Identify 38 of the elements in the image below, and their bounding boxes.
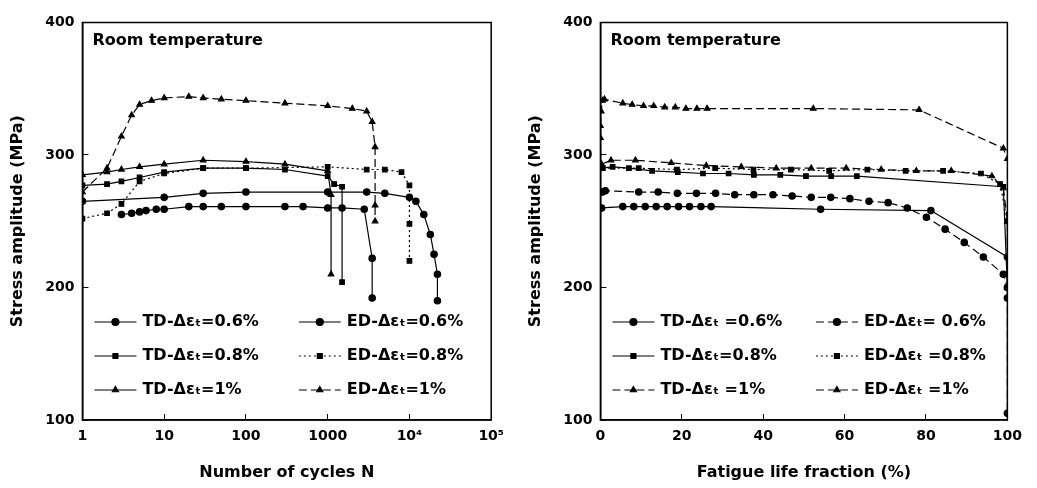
x-tick-label: 10⁵ — [478, 427, 505, 444]
y-tick-label: 400 — [45, 13, 75, 30]
legend-label: ED-Δεₜ=0.8% — [346, 345, 464, 365]
legend-label: ED-Δεₜ= 0.6% — [863, 311, 986, 331]
annotation: Room temperature — [610, 29, 782, 49]
x-tick-label: 1000 — [308, 427, 348, 444]
x-tick-label: 60 — [834, 427, 855, 444]
x-tick-label: 1 — [77, 427, 88, 444]
legend-label: TD-Δεₜ =1% — [660, 379, 766, 399]
x-axis-title: Number of cycles N — [199, 461, 375, 481]
legend-label: ED-Δεₜ=0.6% — [346, 311, 464, 331]
x-tick-label: 10⁴ — [396, 427, 423, 444]
legend-label: TD-Δεₜ=0.6% — [142, 311, 259, 331]
legend-label: TD-Δεₜ =0.6% — [660, 311, 783, 331]
y-tick-label: 200 — [563, 278, 593, 295]
x-tick-label: 0 — [595, 427, 606, 444]
legend-label: TD-Δεₜ=0.8% — [142, 345, 259, 365]
legend-label: TD-Δεₜ=0.8% — [660, 345, 777, 365]
y-tick-label: 100 — [563, 410, 593, 427]
legend-label: ED-Δεₜ =1% — [863, 379, 969, 399]
x-axis-title: Fatigue life fraction (%) — [696, 461, 912, 481]
y-tick-label: 200 — [45, 278, 75, 295]
x-tick-label: 80 — [916, 427, 936, 444]
legend-label: ED-Δεₜ=1% — [346, 379, 447, 399]
x-tick-label: 100 — [231, 427, 261, 444]
x-tick-label: 100 — [992, 427, 1023, 444]
x-tick-label: 10 — [154, 427, 175, 444]
y-tick-label: 400 — [563, 13, 593, 30]
x-tick-label: 40 — [753, 427, 774, 444]
y-tick-label: 100 — [45, 410, 75, 427]
annotation: Room temperature — [92, 29, 264, 49]
legend-label: TD-Δεₜ=1% — [142, 379, 242, 399]
legend-label: ED-Δεₜ =0.8% — [863, 345, 986, 365]
y-axis-title: Stress amplitude (MPa) — [524, 115, 544, 328]
x-tick-label: 20 — [672, 427, 692, 444]
y-tick-label: 300 — [563, 145, 593, 162]
y-axis-title: Stress amplitude (MPa) — [6, 115, 26, 328]
y-tick-label: 300 — [45, 145, 75, 162]
